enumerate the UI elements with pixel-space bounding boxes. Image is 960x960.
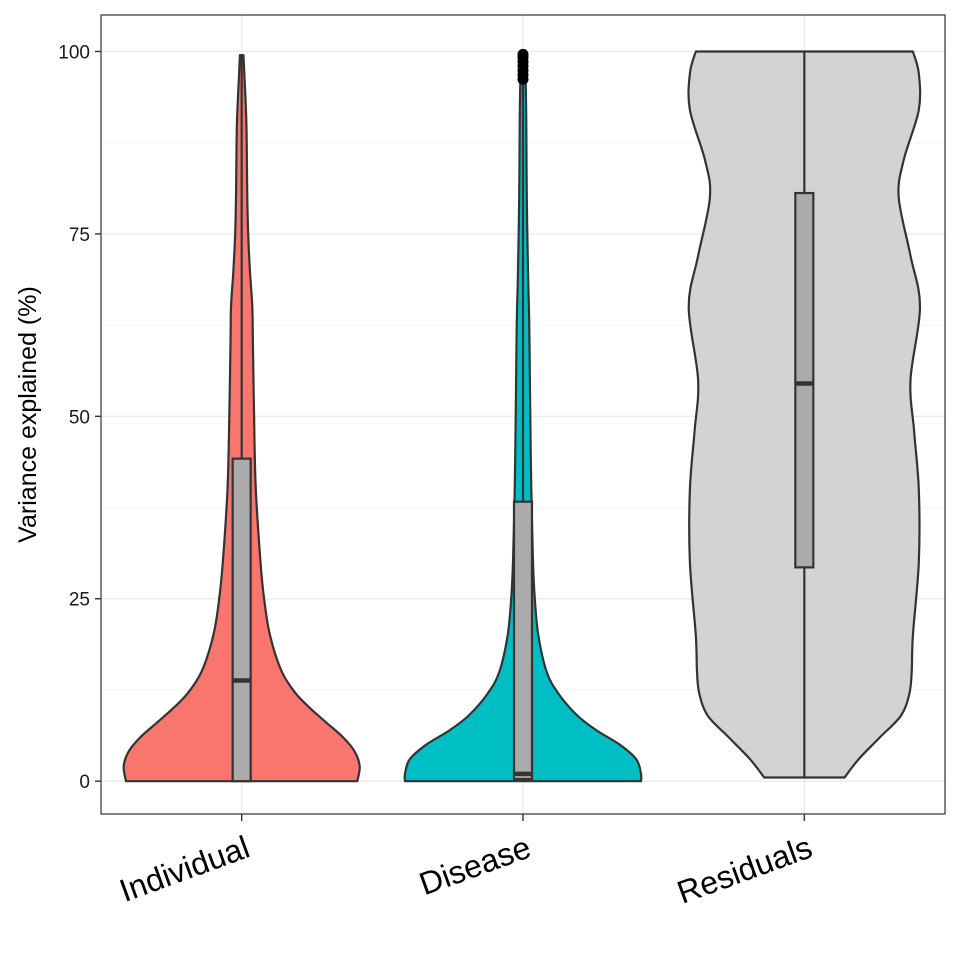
box-iqr: [231, 457, 252, 783]
box-iqr: [512, 500, 534, 781]
y-tick-label: 25: [69, 590, 90, 611]
box-iqr: [794, 191, 815, 569]
violin-group-residuals: [687, 50, 922, 779]
x-category-label: Disease: [414, 829, 535, 902]
y-tick-label: 75: [69, 225, 90, 246]
x-category-label: Individual: [115, 829, 254, 909]
violins: [122, 48, 922, 783]
y-tick-label: 100: [58, 42, 90, 63]
violin-group-individual: [122, 54, 361, 783]
violin-group-disease: [403, 48, 643, 783]
y-tick-label: 50: [69, 407, 90, 428]
y-tick-label: 0: [79, 772, 90, 793]
y-axis-title: Variance explained (%): [14, 286, 42, 543]
x-category-label: Residuals: [672, 829, 816, 911]
outlier-point: [517, 48, 529, 60]
